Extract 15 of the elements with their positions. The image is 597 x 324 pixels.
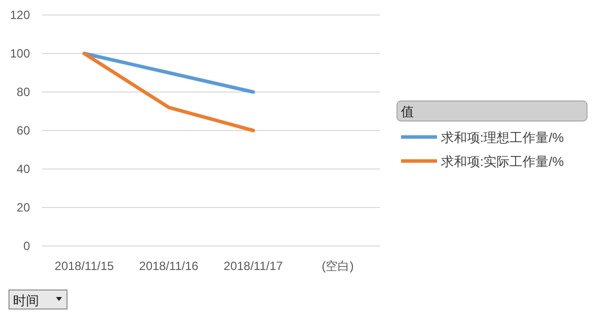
y-tick-label: 40 <box>16 162 30 176</box>
y-tick-label: 60 <box>16 124 30 138</box>
y-tick-label: 80 <box>16 85 30 99</box>
legend-title: 值 <box>401 104 414 119</box>
y-tick-label: 20 <box>16 200 30 214</box>
x-tick-label: (空白) <box>322 259 354 273</box>
legend-label: 求和项:实际工作量/% <box>441 154 564 169</box>
x-tick-label: 2018/11/17 <box>224 259 284 273</box>
y-tick-label: 0 <box>23 239 30 253</box>
y-tick-label: 100 <box>10 46 30 60</box>
legend-label: 求和项:理想工作量/% <box>441 130 564 145</box>
x-tick-label: 2018/11/15 <box>54 259 114 273</box>
y-tick-label: 120 <box>10 8 30 22</box>
field-button: 时间 <box>8 290 68 310</box>
x-tick-label: 2018/11/16 <box>139 259 199 273</box>
